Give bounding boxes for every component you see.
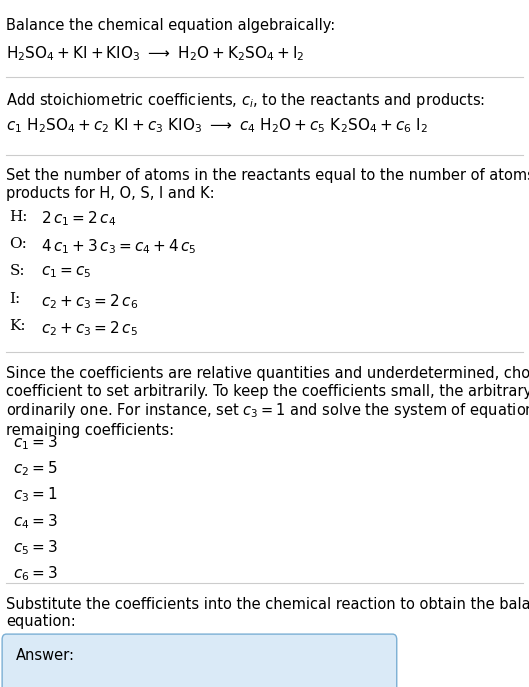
Text: $c_1 = c_5$: $c_1 = c_5$ [41, 264, 92, 280]
Text: Answer:: Answer: [16, 648, 75, 663]
Text: $c_1\ \mathrm{H_2SO_4} + c_2\ \mathrm{KI} + c_3\ \mathrm{KIO_3}$$\ \longrightarr: $c_1\ \mathrm{H_2SO_4} + c_2\ \mathrm{KI… [6, 117, 428, 135]
Text: $c_4 = 3$: $c_4 = 3$ [13, 512, 58, 530]
Text: K:: K: [10, 319, 26, 333]
Text: $2\,c_1 = 2\,c_4$: $2\,c_1 = 2\,c_4$ [41, 210, 116, 228]
Text: $c_5 = 3$: $c_5 = 3$ [13, 538, 58, 556]
Text: $4\,c_1 + 3\,c_3 = c_4 + 4\,c_5$: $4\,c_1 + 3\,c_3 = c_4 + 4\,c_5$ [41, 237, 197, 256]
Text: Balance the chemical equation algebraically:: Balance the chemical equation algebraica… [6, 18, 335, 33]
Text: $c_1 = 3$: $c_1 = 3$ [13, 433, 58, 452]
Text: $c_2 + c_3 = 2\,c_5$: $c_2 + c_3 = 2\,c_5$ [41, 319, 138, 338]
Text: $c_6 = 3$: $c_6 = 3$ [13, 564, 58, 583]
Text: Add stoichiometric coefficients, $c_i$, to the reactants and products:: Add stoichiometric coefficients, $c_i$, … [6, 91, 486, 110]
FancyBboxPatch shape [2, 634, 397, 687]
Text: O:: O: [10, 237, 28, 251]
Text: $c_2 = 5$: $c_2 = 5$ [13, 460, 58, 478]
Text: Set the number of atoms in the reactants equal to the number of atoms in the
pro: Set the number of atoms in the reactants… [6, 168, 529, 201]
Text: $\mathrm{H_2SO_4} + \mathrm{KI} + \mathrm{KIO_3}$$\ \longrightarrow\ $$\mathrm{H: $\mathrm{H_2SO_4} + \mathrm{KI} + \mathr… [6, 44, 305, 63]
Text: $c_3 = 1$: $c_3 = 1$ [13, 486, 58, 504]
Text: S:: S: [10, 264, 25, 278]
Text: Since the coefficients are relative quantities and underdetermined, choose a
coe: Since the coefficients are relative quan… [6, 366, 529, 438]
Text: $c_2 + c_3 = 2\,c_6$: $c_2 + c_3 = 2\,c_6$ [41, 292, 139, 311]
Text: H:: H: [10, 210, 28, 223]
Text: Substitute the coefficients into the chemical reaction to obtain the balanced
eq: Substitute the coefficients into the che… [6, 597, 529, 629]
Text: I:: I: [10, 292, 21, 306]
